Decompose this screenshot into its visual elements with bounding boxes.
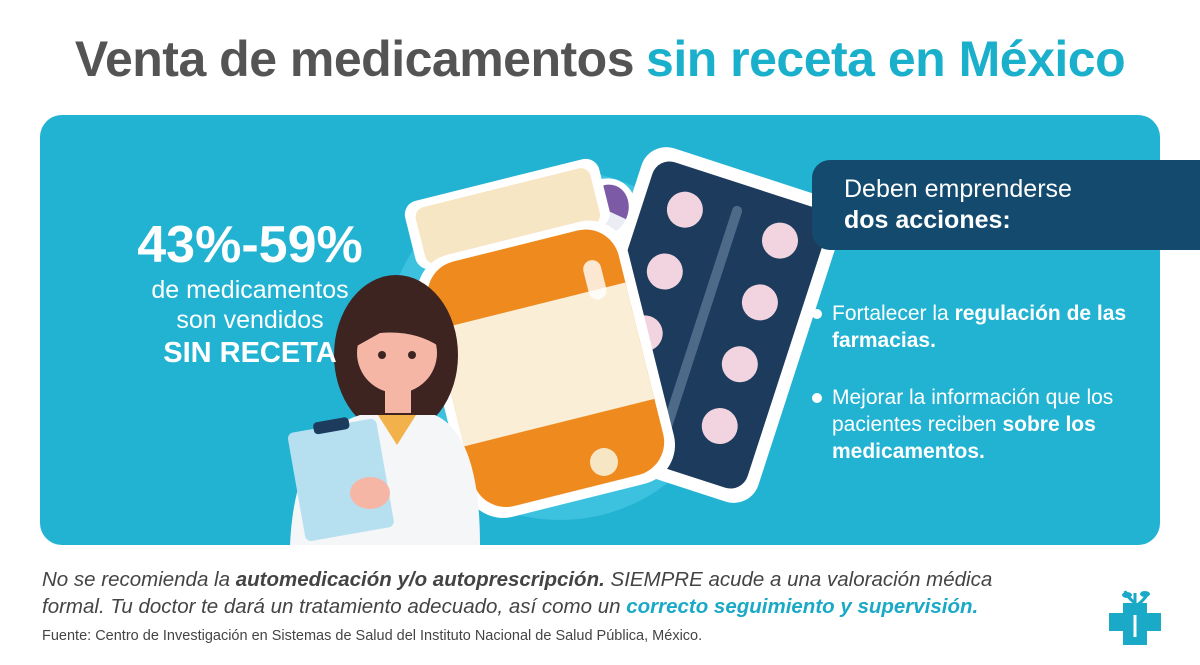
- disclaimer: No se recomienda la automedicación y/o a…: [42, 566, 1032, 620]
- bold-text: automedicación y/o autoprescripción.: [235, 568, 605, 591]
- text: No se recomienda la: [42, 568, 231, 591]
- text: Mejorar la información que los pacientes…: [832, 386, 1114, 436]
- stat-value: 43%-59%: [137, 216, 363, 274]
- stat-line: son vendidos: [176, 306, 324, 334]
- action-item: Fortalecer la regulación de las farmacia…: [812, 300, 1132, 354]
- heading-text: Deben emprenderse: [844, 175, 1072, 203]
- bold-text: correcto seguimiento y supervisión.: [626, 595, 979, 618]
- bold-text: sobre los medicamentos.: [832, 413, 1096, 463]
- statistic: 43%-59% de medicamentos son vendidos SIN…: [100, 215, 400, 371]
- illustration: [287, 147, 843, 545]
- title-highlight: sin receta en México: [646, 31, 1126, 87]
- source: Fuente: Centro de Investigación en Siste…: [42, 628, 703, 644]
- logo: [1109, 590, 1161, 645]
- bold-text: regulación de las farmacias.: [832, 302, 1127, 352]
- title-plain: Venta de medicamentos: [74, 31, 635, 87]
- heading-bold: dos acciones:: [844, 206, 1011, 234]
- title: Venta de medicamentos sin receta en Méxic…: [0, 30, 1200, 88]
- stat-line: de medicamentos: [151, 276, 349, 304]
- action-list: Fortalecer la regulación de las farmacia…: [812, 300, 1132, 495]
- text: Fortalecer la: [832, 302, 949, 325]
- actions-heading: Deben emprenderse dos acciones:: [812, 160, 1200, 250]
- stat-emphasis: SIN RECETA: [163, 337, 337, 369]
- text: SIEMPRE acude a una valoración médica fo…: [42, 568, 993, 618]
- action-item: Mejorar la información que los pacientes…: [812, 384, 1132, 465]
